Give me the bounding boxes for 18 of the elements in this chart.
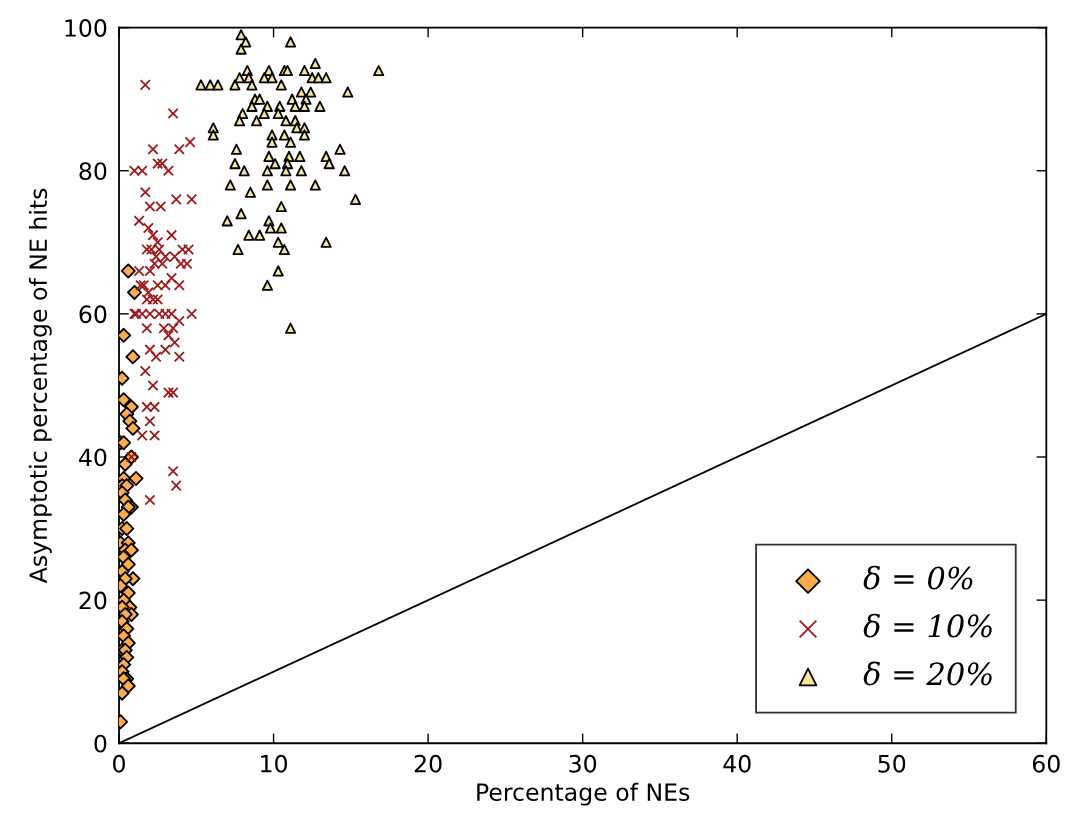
x-axis-title: Percentage of NEs xyxy=(477,782,690,806)
x-tick-label: 50 xyxy=(878,754,906,773)
y-tick-label: 60 xyxy=(79,305,107,324)
x-tick-label: 10 xyxy=(261,754,288,773)
x-tick-label: 30 xyxy=(569,754,597,773)
x-tick-label: 40 xyxy=(723,754,751,773)
legend-label: δ = 20% xyxy=(863,661,992,686)
y-tick-label: 0 xyxy=(94,734,107,753)
y-axis-title: Asymptotic percentage of NE hits xyxy=(28,188,52,584)
x-tick-label: 0 xyxy=(113,754,125,773)
y-tick-label: 20 xyxy=(79,591,107,610)
y-tick-label: 80 xyxy=(79,162,107,181)
x-tick-label: 60 xyxy=(1032,754,1060,773)
x-tick-label: 20 xyxy=(414,754,442,773)
y-tick-label: 100 xyxy=(65,19,107,37)
legend-label: δ = 0% xyxy=(863,565,973,590)
y-tick-label: 40 xyxy=(79,448,107,467)
legend-label: δ = 10% xyxy=(863,613,992,638)
